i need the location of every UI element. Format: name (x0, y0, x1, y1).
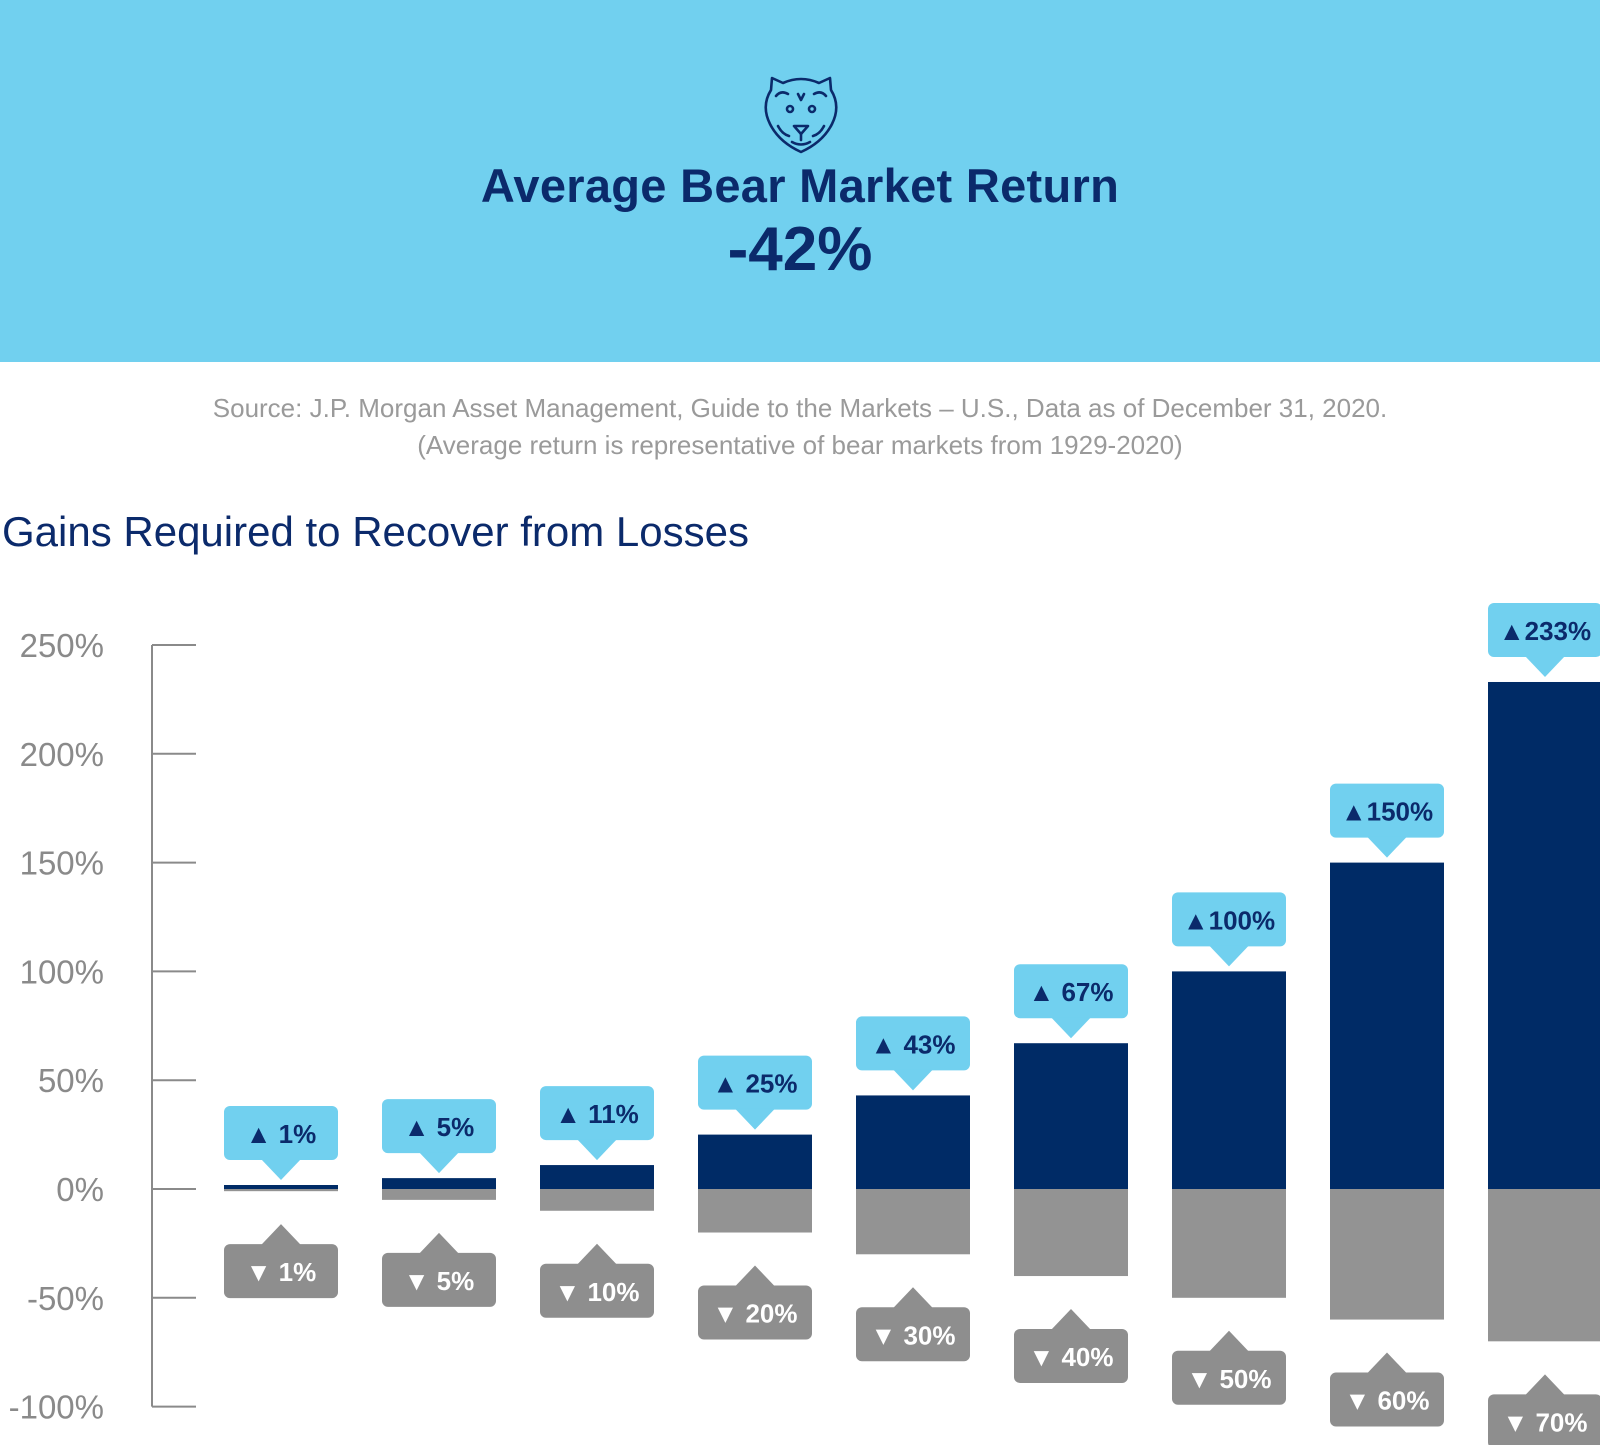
y-tick-label: 150% (20, 845, 104, 882)
bear-icon (764, 76, 838, 154)
gain-label-text: ▲ 25% (713, 1069, 798, 1099)
loss-bar (1330, 1189, 1444, 1320)
gain-bar (856, 1095, 970, 1189)
y-tick-label: 100% (20, 953, 104, 990)
gain-bar (540, 1165, 654, 1189)
loss-label: ▼ 10% (540, 1243, 654, 1318)
loss-label: ▼ 30% (856, 1287, 970, 1362)
gain-label-text: ▲100% (1183, 905, 1275, 935)
y-tick-label: -50% (27, 1280, 104, 1317)
gain-label-text: ▲ 43% (871, 1029, 956, 1059)
source-line-1: Source: J.P. Morgan Asset Management, Gu… (212, 393, 1388, 423)
gain-label: ▲233% (1488, 602, 1600, 677)
gain-bar (1330, 862, 1444, 1189)
loss-label-text: ▼ 1% (246, 1257, 317, 1287)
loss-bar (1488, 1189, 1600, 1342)
gain-label-text: ▲ 11% (555, 1099, 639, 1129)
y-tick-label: -100% (9, 1389, 104, 1426)
chart-title: Gains Required to Recover from Losses (2, 508, 749, 555)
loss-bar (224, 1189, 338, 1192)
gain-bar (1172, 971, 1286, 1189)
gain-label-text: ▲233% (1499, 616, 1591, 646)
loss-bar (698, 1189, 812, 1233)
loss-label: ▼ 20% (698, 1265, 812, 1340)
loss-bar (540, 1189, 654, 1211)
gain-bar (1014, 1043, 1128, 1189)
gain-label: ▲ 25% (698, 1055, 812, 1130)
loss-label-text: ▼ 30% (871, 1320, 956, 1350)
loss-label-text: ▼ 50% (1187, 1364, 1272, 1394)
loss-label-text: ▼ 60% (1345, 1386, 1430, 1416)
loss-label: ▼ 5% (382, 1232, 496, 1307)
loss-label-text: ▼ 70% (1503, 1407, 1588, 1437)
header-banner: Average Bear Market Return -42% (0, 0, 1600, 362)
gain-label: ▲100% (1172, 892, 1286, 967)
gain-label: ▲ 11% (540, 1086, 654, 1161)
loss-label: ▼ 40% (1014, 1309, 1128, 1384)
gain-label: ▲ 43% (856, 1016, 970, 1091)
gain-bar (698, 1134, 812, 1189)
loss-bar (382, 1189, 496, 1200)
gain-label: ▲ 5% (382, 1099, 496, 1174)
gain-label: ▲150% (1330, 783, 1444, 858)
gain-bar (382, 1178, 496, 1189)
gain-label-text: ▲ 1% (246, 1119, 317, 1149)
gain-label-text: ▲150% (1341, 797, 1433, 827)
y-tick-label: 50% (38, 1062, 104, 1099)
loss-bar (856, 1189, 970, 1255)
loss-label-text: ▼ 20% (713, 1299, 798, 1329)
loss-label-text: ▼ 40% (1029, 1342, 1114, 1372)
average-return-value: -42% (727, 215, 873, 284)
y-tick-label: 250% (20, 627, 104, 664)
loss-label: ▼ 70% (1488, 1374, 1600, 1445)
source-line-2: (Average return is representative of bea… (417, 430, 1183, 460)
loss-bar (1014, 1189, 1128, 1277)
loss-bar (1172, 1189, 1286, 1298)
gain-bar (224, 1185, 338, 1189)
gain-label: ▲ 67% (1014, 964, 1128, 1039)
y-tick-label: 0% (56, 1171, 104, 1208)
gain-label-text: ▲ 5% (404, 1112, 475, 1142)
source-note: Source: J.P. Morgan Asset Management, Gu… (0, 390, 1600, 464)
gain-label-text: ▲ 67% (1029, 977, 1114, 1007)
loss-label: ▼ 50% (1172, 1330, 1286, 1405)
gain-bar (1488, 681, 1600, 1189)
loss-label-text: ▼ 5% (404, 1266, 475, 1296)
y-tick-label: 200% (20, 736, 104, 773)
gain-label: ▲ 1% (224, 1106, 338, 1180)
loss-label: ▼ 60% (1330, 1352, 1444, 1427)
loss-label: ▼ 1% (224, 1224, 338, 1299)
loss-label-text: ▼ 10% (555, 1277, 640, 1307)
banner-title: Average Bear Market Return (480, 159, 1120, 212)
